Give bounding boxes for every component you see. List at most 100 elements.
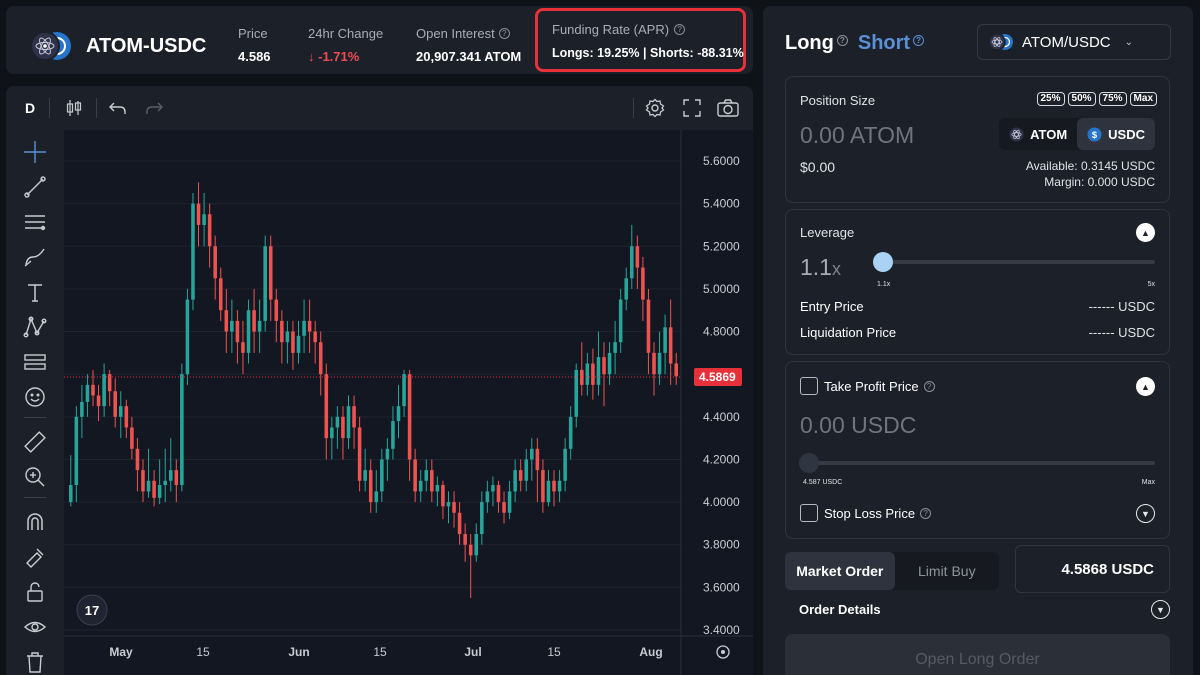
pct-75-button[interactable]: 75% — [1098, 92, 1127, 106]
price-chart[interactable]: 5.60005.40005.20005.00004.80004.60004.40… — [64, 130, 753, 675]
candle-body — [674, 363, 679, 377]
candle-body — [552, 480, 556, 492]
price-tick-label: 3.8000 — [703, 538, 740, 552]
candle-body — [368, 470, 373, 503]
candle-body — [74, 416, 79, 486]
brush-icon[interactable] — [21, 243, 49, 271]
tools-divider — [24, 417, 46, 418]
candle-body — [474, 534, 479, 556]
candle-body — [341, 416, 345, 439]
pct-max-button[interactable]: Max — [1129, 92, 1157, 106]
position-size-unit: ATOM — [849, 122, 915, 148]
short-tab[interactable]: Short ? — [858, 32, 925, 55]
candle-body — [457, 512, 462, 535]
pair-select-value: ATOM/USDC — [1022, 33, 1111, 51]
take-profit-slider-knob[interactable] — [799, 453, 819, 473]
candle-body — [363, 470, 367, 481]
candle-body — [113, 391, 117, 417]
measure-range-icon[interactable] — [21, 348, 49, 376]
price-tick-label: 4.0000 — [703, 495, 740, 509]
crosshair-icon[interactable] — [21, 138, 49, 166]
settings-gear-icon[interactable] — [643, 96, 667, 120]
help-icon[interactable]: ? — [674, 24, 686, 35]
lock-drawings-icon[interactable] — [21, 543, 49, 571]
leverage-slider-track[interactable] — [883, 260, 1155, 264]
eye-icon[interactable] — [21, 613, 49, 641]
take-profit-checkbox[interactable] — [800, 377, 818, 395]
pattern-icon[interactable] — [21, 313, 49, 341]
unlock-icon[interactable] — [21, 578, 49, 606]
open-long-order-button[interactable]: Open Long Order — [785, 634, 1170, 675]
candle-type-icon[interactable] — [62, 96, 86, 120]
candle-body — [335, 416, 340, 428]
long-tab[interactable]: Long ? — [785, 32, 848, 55]
candle-body — [246, 310, 251, 353]
leverage-slider-knob[interactable] — [873, 252, 893, 272]
redo-icon[interactable] — [142, 96, 166, 120]
candle-body — [91, 384, 95, 396]
asset-usdc-button[interactable]: $ USDC — [1077, 118, 1155, 150]
time-tick-label: 15 — [196, 645, 210, 659]
candle-body — [318, 342, 323, 375]
order-details-label[interactable]: Order Details — [799, 602, 881, 617]
candle-body — [407, 374, 412, 460]
take-profit-input[interactable]: 0.00 USDC — [800, 412, 916, 439]
candle-body — [268, 246, 273, 300]
position-size-input[interactable]: 0.00 ATOM — [800, 122, 914, 149]
fullscreen-icon[interactable] — [680, 96, 704, 120]
price-tick-label: 3.4000 — [703, 623, 740, 637]
expand-down-icon[interactable]: ▼ — [1136, 504, 1155, 523]
magnet-icon[interactable] — [21, 508, 49, 536]
candle-body — [391, 421, 395, 449]
side-tabs: Long ? Short ? — [785, 32, 925, 55]
price-tick-label: 5.6000 — [703, 154, 740, 168]
ruler-icon[interactable] — [21, 428, 49, 456]
candle-body — [430, 470, 434, 492]
time-tick-label: May — [109, 645, 133, 659]
camera-icon[interactable] — [716, 96, 740, 120]
text-tool-icon[interactable] — [21, 278, 49, 306]
candle-body — [135, 448, 140, 471]
stop-loss-checkbox[interactable] — [800, 504, 818, 522]
undo-icon[interactable] — [106, 96, 130, 120]
interval-button[interactable]: D — [24, 100, 36, 116]
candle-body — [630, 246, 634, 279]
order-details-expand-icon[interactable]: ▼ — [1151, 600, 1170, 619]
candle-body — [274, 299, 279, 321]
market-order-tab[interactable]: Market Order — [785, 552, 895, 590]
help-icon[interactable]: ? — [913, 35, 925, 46]
emoji-icon[interactable] — [21, 383, 49, 411]
price-tick-label: 4.8000 — [703, 325, 740, 339]
help-icon[interactable]: ? — [836, 35, 848, 46]
price-stat: Price 4.586 — [238, 26, 271, 64]
help-icon[interactable]: ? — [498, 28, 510, 39]
trend-line-icon[interactable] — [21, 173, 49, 201]
candle-body — [313, 331, 317, 343]
help-icon[interactable]: ? — [923, 381, 935, 392]
candle-body — [324, 374, 329, 439]
help-icon[interactable]: ? — [920, 508, 932, 519]
collapse-up-icon[interactable]: ▲ — [1136, 377, 1155, 396]
leverage-title: Leverage — [800, 225, 855, 240]
limit-buy-tab[interactable]: Limit Buy — [918, 563, 976, 579]
collapse-up-icon[interactable]: ▲ — [1136, 223, 1155, 242]
candle-body — [202, 214, 206, 225]
candle-body — [507, 491, 512, 513]
candle-body — [218, 278, 223, 311]
candle-body — [641, 267, 645, 300]
candle-body — [307, 320, 312, 332]
zoom-in-icon[interactable] — [21, 463, 49, 491]
candle-body — [402, 374, 406, 407]
candlestick-chart[interactable]: 5.60005.40005.20005.00004.80004.60004.40… — [64, 130, 753, 675]
candle-body — [518, 470, 523, 481]
asset-atom-button[interactable]: ATOM — [999, 118, 1077, 150]
candle-body — [452, 502, 456, 513]
pct-50-button[interactable]: 50% — [1067, 92, 1096, 106]
pair-select-dropdown[interactable]: ATOM/USDC ⌄ — [977, 24, 1171, 60]
take-profit-label: Take Profit Price ? — [824, 379, 935, 394]
pct-25-button[interactable]: 25% — [1036, 92, 1065, 106]
horizontal-lines-icon[interactable] — [21, 208, 49, 236]
candle-body — [157, 485, 162, 498]
take-profit-slider-track[interactable] — [800, 461, 1155, 465]
trash-icon[interactable] — [21, 648, 49, 675]
